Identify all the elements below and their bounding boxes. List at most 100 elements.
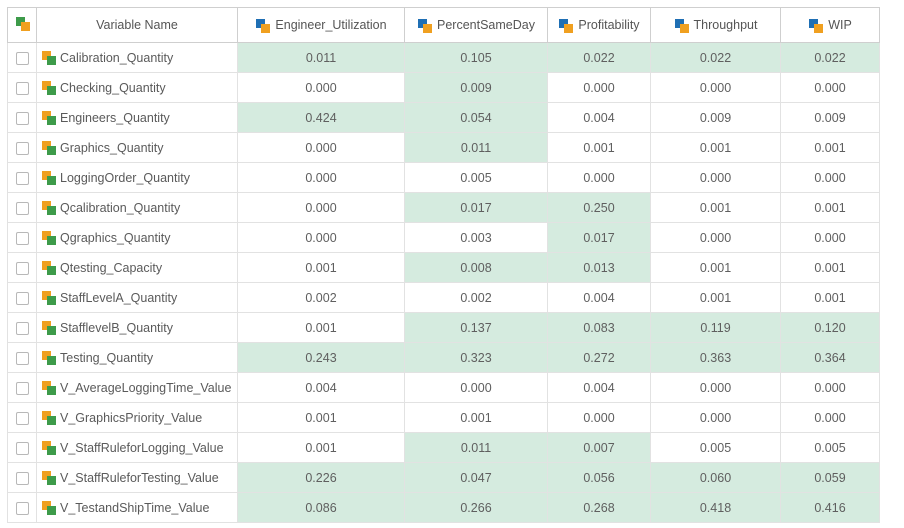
value-cell: 0.001 [780, 192, 880, 223]
row-checkbox-cell [7, 312, 37, 343]
row-checkbox[interactable] [15, 411, 29, 425]
row-checkbox[interactable] [15, 351, 29, 365]
value-cell: 0.004 [237, 372, 405, 403]
row-checkbox-cell [7, 492, 37, 523]
value-cell: 0.268 [547, 492, 651, 523]
input-variable-icon [41, 50, 56, 65]
input-variable-icon [41, 110, 56, 125]
value-cell: 0.364 [780, 342, 880, 373]
value-cell: 0.059 [780, 462, 880, 493]
variable-name-cell: StaffLevelA_Quantity [36, 282, 238, 313]
row-checkbox[interactable] [15, 501, 29, 515]
table-row[interactable]: V_GraphicsPriority_Value 0.001 0.001 0.000 0… [7, 402, 880, 433]
row-checkbox[interactable] [15, 81, 29, 95]
variable-name-header-label: Variable Name [96, 18, 178, 32]
row-checkbox[interactable] [15, 201, 29, 215]
value-cell: 0.011 [404, 132, 548, 163]
input-variable-icon [41, 140, 56, 155]
value-cell: 0.022 [780, 42, 880, 73]
row-checkbox[interactable] [15, 291, 29, 305]
table-row[interactable]: Checking_Quantity 0.000 0.009 0.000 0.000 0.0… [7, 72, 880, 103]
value-cell: 0.000 [237, 162, 405, 193]
column-header-label: PercentSameDay [437, 18, 535, 32]
table-row[interactable]: StaffLevelA_Quantity 0.002 0.002 0.004 0.001… [7, 282, 880, 313]
value-cell: 0.000 [650, 72, 781, 103]
column-header-percent-same-day[interactable]: PercentSameDay [404, 7, 548, 43]
table-row[interactable]: Calibration_Quantity 0.011 0.105 0.022 0.022… [7, 42, 880, 73]
variable-name-cell: Testing_Quantity [36, 342, 238, 373]
value-cell: 0.054 [404, 102, 548, 133]
table-row[interactable]: V_StaffRuleforLogging_Value 0.001 0.011 0.0… [7, 432, 880, 463]
value-cell: 0.001 [237, 252, 405, 283]
row-checkbox-cell [7, 42, 37, 73]
variable-name: V_StaffRuleforLogging_Value [60, 440, 224, 455]
table-row[interactable]: Engineers_Quantity 0.424 0.054 0.004 0.009 0.… [7, 102, 880, 133]
value-cell: 0.011 [404, 432, 548, 463]
variable-name-cell: StafflevelB_Quantity [36, 312, 238, 343]
row-checkbox[interactable] [15, 441, 29, 455]
value-cell: 0.009 [650, 102, 781, 133]
input-variable-icon [41, 320, 56, 335]
table-row[interactable]: V_TestandShipTime_Value 0.086 0.266 0.268 0.… [7, 492, 880, 523]
row-checkbox[interactable] [15, 111, 29, 125]
variable-name-cell: Calibration_Quantity [36, 42, 238, 73]
select-all-header[interactable] [7, 7, 37, 43]
table-row[interactable]: Testing_Quantity 0.243 0.323 0.272 0.363 0.36… [7, 342, 880, 373]
value-cell: 0.001 [547, 132, 651, 163]
value-cell: 0.418 [650, 492, 781, 523]
row-checkbox[interactable] [15, 381, 29, 395]
table-row[interactable]: Graphics_Quantity 0.000 0.011 0.001 0.001 0.0… [7, 132, 880, 163]
value-cell: 0.000 [780, 372, 880, 403]
variable-name-cell: V_TestandShipTime_Value [36, 492, 238, 523]
table-row[interactable]: Qcalibration_Quantity 0.000 0.017 0.250 0.00… [7, 192, 880, 223]
row-checkbox[interactable] [15, 171, 29, 185]
value-cell: 0.000 [780, 162, 880, 193]
row-checkbox[interactable] [15, 231, 29, 245]
table-row[interactable]: StafflevelB_Quantity 0.001 0.137 0.083 0.119… [7, 312, 880, 343]
value-cell: 0.003 [404, 222, 548, 253]
value-cell: 0.009 [404, 72, 548, 103]
input-variable-icon [41, 380, 56, 395]
value-cell: 0.056 [547, 462, 651, 493]
table-row[interactable]: Qgraphics_Quantity 0.000 0.003 0.017 0.000 0.… [7, 222, 880, 253]
value-cell: 0.008 [404, 252, 548, 283]
variable-name-cell: V_GraphicsPriority_Value [36, 402, 238, 433]
table-row[interactable]: V_AverageLoggingTime_Value 0.004 0.000 0.00… [7, 372, 880, 403]
variable-name: Calibration_Quantity [60, 50, 174, 65]
value-cell: 0.009 [780, 102, 880, 133]
input-variable-icon [41, 200, 56, 215]
column-header-wip[interactable]: WIP [780, 7, 880, 43]
value-cell: 0.416 [780, 492, 880, 523]
row-checkbox[interactable] [15, 141, 29, 155]
value-cell: 0.007 [547, 432, 651, 463]
row-checkbox[interactable] [15, 471, 29, 485]
column-header-engineer-utilization[interactable]: Engineer_Utilization [237, 7, 405, 43]
value-cell: 0.272 [547, 342, 651, 373]
row-checkbox[interactable] [15, 51, 29, 65]
table-row[interactable]: LoggingOrder_Quantity 0.000 0.005 0.000 0.00… [7, 162, 880, 193]
value-cell: 0.250 [547, 192, 651, 223]
value-cell: 0.005 [650, 432, 781, 463]
row-checkbox[interactable] [15, 321, 29, 335]
variable-name: Checking_Quantity [60, 80, 166, 95]
row-checkbox-cell [7, 432, 37, 463]
output-variable-icon [417, 18, 433, 33]
table-row[interactable]: V_StaffRuleforTesting_Value 0.226 0.047 0.0… [7, 462, 880, 493]
select-all-icon[interactable] [15, 16, 30, 31]
variable-name-header[interactable]: Variable Name [36, 7, 238, 43]
value-cell: 0.000 [780, 222, 880, 253]
variable-name: V_StaffRuleforTesting_Value [60, 470, 219, 485]
input-variable-icon [41, 290, 56, 305]
row-checkbox[interactable] [15, 261, 29, 275]
value-cell: 0.002 [404, 282, 548, 313]
column-header-profitability[interactable]: Profitability [547, 7, 651, 43]
variable-name: Qgraphics_Quantity [60, 230, 171, 245]
table-row[interactable]: Qtesting_Capacity 0.001 0.008 0.013 0.001 0.0… [7, 252, 880, 283]
variable-name-cell: Qgraphics_Quantity [36, 222, 238, 253]
column-header-throughput[interactable]: Throughput [650, 7, 781, 43]
value-cell: 0.001 [650, 282, 781, 313]
output-variable-icon [558, 18, 574, 33]
value-cell: 0.017 [404, 192, 548, 223]
variable-name: StafflevelB_Quantity [60, 320, 174, 335]
value-cell: 0.000 [237, 72, 405, 103]
